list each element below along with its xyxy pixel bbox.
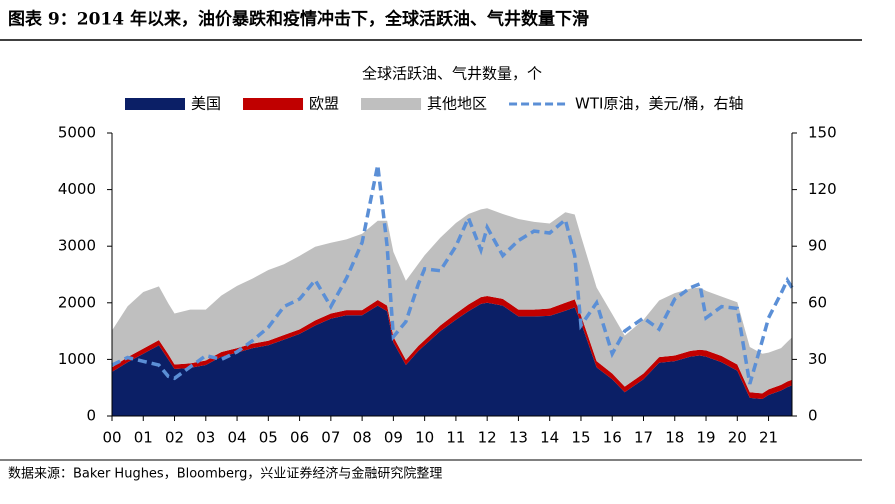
y2-tick-label: 30: [808, 350, 827, 368]
x-tick-label: 03: [196, 429, 215, 447]
x-tick-label: 19: [696, 429, 715, 447]
y-tick-label: 3000: [58, 237, 96, 255]
legend-swatch: [243, 98, 304, 110]
x-tick-label: 00: [102, 429, 121, 447]
x-tick-label: 04: [228, 429, 247, 447]
x-tick-label: 18: [665, 429, 684, 447]
x-tick-label: 13: [509, 429, 528, 447]
x-tick-label: 08: [353, 429, 372, 447]
x-tick-label: 05: [259, 429, 278, 447]
y2-tick-label: 60: [808, 293, 827, 311]
x-tick-label: 11: [446, 429, 465, 447]
chart-title: 全球活跃油、气井数量，个: [362, 65, 542, 83]
legend-swatch: [361, 98, 422, 110]
x-tick-label: 15: [571, 429, 590, 447]
x-tick-label: 17: [634, 429, 653, 447]
x-tick-label: 07: [321, 429, 340, 447]
legend-label: 其他地区: [427, 95, 487, 113]
y2-tick-label: 150: [808, 124, 837, 142]
source-note: 数据来源：Baker Hughes，Bloomberg，兴业证券经济与金融研究院…: [8, 466, 442, 482]
area: [112, 296, 792, 400]
x-tick-label: 12: [478, 429, 497, 447]
y2-tick-label: 90: [808, 237, 827, 255]
legend-swatch: [125, 98, 185, 110]
y-tick-label: 4000: [58, 180, 96, 198]
y-tick-label: 1000: [58, 350, 96, 368]
x-tick-label: 01: [134, 429, 153, 447]
y2-tick-label: 120: [808, 180, 837, 198]
legend-label: 美国: [191, 95, 221, 113]
legend-label: WTI原油，美元/桶，右轴: [575, 95, 743, 113]
y2-tick-label: 0: [808, 407, 818, 425]
x-tick-label: 10: [415, 429, 434, 447]
x-tick-label: 09: [384, 429, 403, 447]
x-tick-label: 06: [290, 429, 309, 447]
x-tick-label: 20: [728, 429, 747, 447]
y-tick-label: 0: [86, 407, 96, 425]
legend-label: 欧盟: [309, 95, 339, 113]
x-tick-label: 21: [759, 429, 778, 447]
x-tick-label: 14: [540, 429, 559, 447]
header-title: 图表 9：2014 年以来，油价暴跌和疫情冲击下，全球活跃油、气井数量下滑: [8, 9, 589, 30]
x-tick-label: 02: [165, 429, 184, 447]
area: [112, 208, 792, 394]
y-tick-label: 2000: [58, 293, 96, 311]
x-tick-label: 16: [603, 429, 622, 447]
area: [112, 302, 792, 416]
line: [111, 164, 794, 385]
y-tick-label: 5000: [58, 124, 96, 142]
